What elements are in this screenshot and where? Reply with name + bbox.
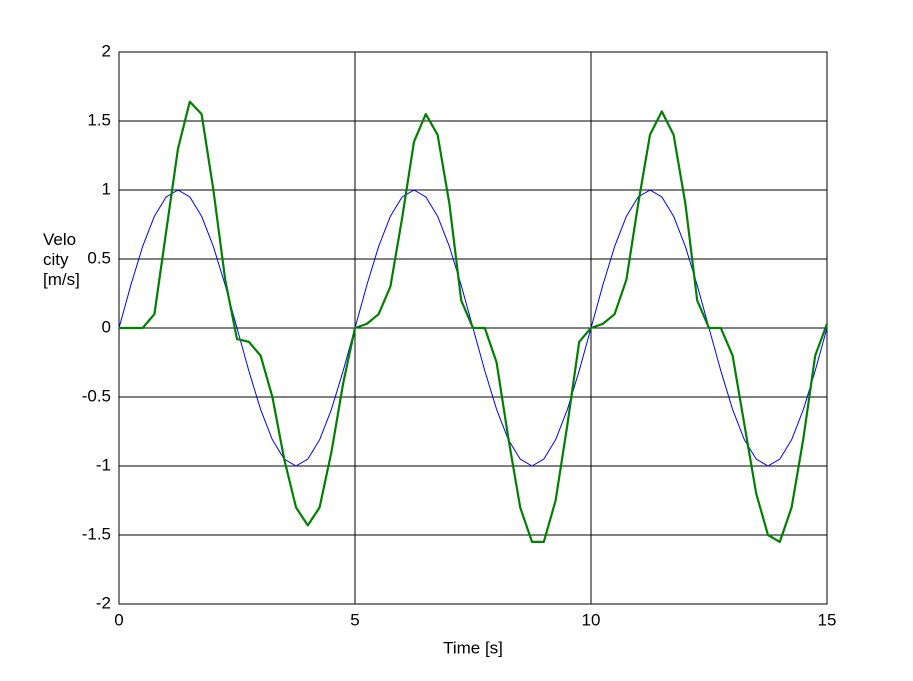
x-tick-label: 15: [818, 610, 837, 629]
x-tick-label: 10: [582, 610, 601, 629]
x-tick-label: 0: [114, 610, 123, 629]
y-tick-label: 1.5: [87, 110, 111, 129]
y-tick-label: 0.5: [87, 248, 111, 267]
x-axis-label: Time [s]: [443, 638, 503, 657]
series-line: [119, 100, 829, 544]
y-tick-label: -1.5: [82, 524, 111, 543]
y-tick-label: -0.5: [82, 386, 111, 405]
y-tick-label: 0: [102, 317, 111, 336]
y-tick-label: 2: [102, 41, 111, 60]
y-tick-label: -2: [96, 593, 111, 612]
y-tick-label: -1: [96, 455, 111, 474]
y-tick-label: 1: [102, 179, 111, 198]
x-tick-label: 5: [350, 610, 359, 629]
y-axis-label: Velocity [m/s]: [43, 230, 80, 289]
